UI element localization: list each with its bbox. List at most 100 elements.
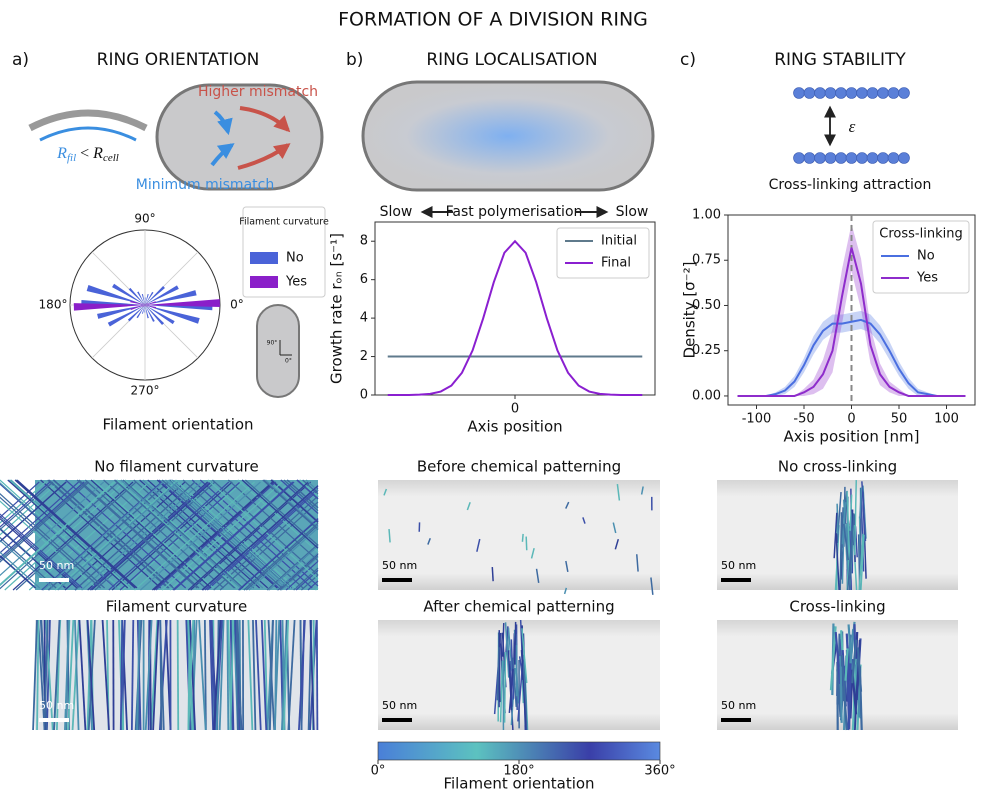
panel-letter: a) <box>12 50 29 70</box>
angle-tick-label: 90° <box>134 212 155 226</box>
legend-label: Yes <box>916 271 938 286</box>
subscript: fil <box>67 152 76 164</box>
bead <box>804 88 815 99</box>
label: Slow <box>380 204 413 220</box>
filament <box>160 620 161 730</box>
image-caption: No cross-linking <box>778 458 897 476</box>
figure: FORMATION OF A DIVISION RING a) RING ORI… <box>0 0 987 793</box>
filament-arc <box>40 128 136 140</box>
image-caption: Before chemical patterning <box>417 458 621 476</box>
label: Fast polymerisation <box>446 204 583 220</box>
inset-label: 0° <box>285 358 292 365</box>
filament <box>492 567 493 581</box>
y-tick-label: 0.00 <box>692 388 721 403</box>
figure-title: FORMATION OF A DIVISION RING <box>338 9 648 31</box>
cell <box>157 85 322 189</box>
bead <box>846 88 857 99</box>
x-tick-label: -50 <box>793 412 814 427</box>
legend-swatch <box>250 276 278 288</box>
filament <box>317 620 318 730</box>
y-tick-label: 0 <box>360 388 368 403</box>
bead <box>899 153 910 164</box>
colorbar-tick-label: 360° <box>644 764 675 779</box>
filament <box>522 534 523 542</box>
symbol: R <box>92 145 103 162</box>
bead <box>857 88 868 99</box>
bead <box>846 153 857 164</box>
bead <box>836 88 847 99</box>
legend-label: Initial <box>601 234 637 249</box>
y-axis-label: Growth rate rₒₙ [s⁻¹] <box>328 233 346 384</box>
x-axis-label: Filament orientation <box>102 416 253 434</box>
panel-title: RING LOCALISATION <box>426 50 597 70</box>
scale-bar <box>721 718 751 722</box>
legend-title: Cross-linking <box>879 227 962 242</box>
panel-letter: b) <box>346 50 363 70</box>
colorbar-tick-label: 0° <box>371 764 386 779</box>
scale-label: 50 nm <box>39 699 74 712</box>
filament <box>237 620 238 730</box>
legend-label: No <box>286 251 304 266</box>
cell-arc <box>30 113 146 128</box>
x-tick-label: -100 <box>742 412 772 427</box>
symbol: R <box>56 145 67 162</box>
image-caption: No filament curvature <box>94 458 258 476</box>
scale-label: 50 nm <box>39 559 74 572</box>
simulation-image: 50 nm <box>0 480 318 590</box>
scale-label: 50 nm <box>382 699 417 712</box>
y-tick-label: 4 <box>360 311 368 326</box>
bead <box>794 88 805 99</box>
simulation-image: 50 nm <box>378 480 660 595</box>
cell <box>363 82 653 190</box>
label: Cross-linking attraction <box>769 177 932 193</box>
inset-label: 90° <box>267 340 278 347</box>
bead <box>815 88 826 99</box>
angle-tick-label: 180° <box>39 298 68 312</box>
bead <box>794 153 805 164</box>
label: Minimum mismatch <box>136 177 274 193</box>
y-tick-label: 8 <box>360 234 368 249</box>
legend-label: Yes <box>285 275 307 290</box>
filament <box>503 623 504 657</box>
panel-letter: c) <box>680 50 696 70</box>
y-tick-label: 2 <box>360 349 368 364</box>
radius-relation: Rfil < Rcell <box>56 145 119 164</box>
angle-tick-label: 0° <box>230 298 244 312</box>
colorbar-tick-label: 180° <box>503 764 534 779</box>
simulation-image: 50 nm <box>717 620 958 730</box>
y-axis-label: Density [σ⁻²] <box>681 262 699 359</box>
y-tick-label: 1.00 <box>692 208 721 223</box>
angle-tick-label: 270° <box>131 384 160 398</box>
bead <box>878 153 889 164</box>
colorbar <box>378 742 660 760</box>
relation: < <box>76 145 93 162</box>
panel-title: RING ORIENTATION <box>97 50 260 70</box>
bead <box>867 153 878 164</box>
bead <box>815 153 826 164</box>
scale-bar <box>39 718 69 722</box>
scale-bar <box>382 718 412 722</box>
scale-label: 50 nm <box>721 699 756 712</box>
filament <box>505 652 506 723</box>
x-tick-label: 0 <box>847 412 855 427</box>
scale-label: 50 nm <box>382 559 417 572</box>
filament <box>515 622 516 665</box>
panel-title: RING STABILITY <box>774 50 906 70</box>
x-tick-label: 0 <box>511 402 519 417</box>
filament <box>837 504 838 534</box>
filament <box>849 663 850 729</box>
filament <box>841 667 842 723</box>
bead <box>867 88 878 99</box>
simulation-image: 50 nm <box>378 620 660 730</box>
bead <box>888 88 899 99</box>
bead <box>888 153 899 164</box>
x-tick-label: 50 <box>891 412 908 427</box>
bead <box>804 153 815 164</box>
scale-bar <box>382 578 412 582</box>
simulation-image: 50 nm <box>33 620 318 730</box>
x-axis-label: Axis position <box>467 418 562 436</box>
subscript: cell <box>103 152 119 164</box>
filament <box>526 537 527 551</box>
legend-title: Filament curvature <box>239 217 329 228</box>
bead <box>825 153 836 164</box>
